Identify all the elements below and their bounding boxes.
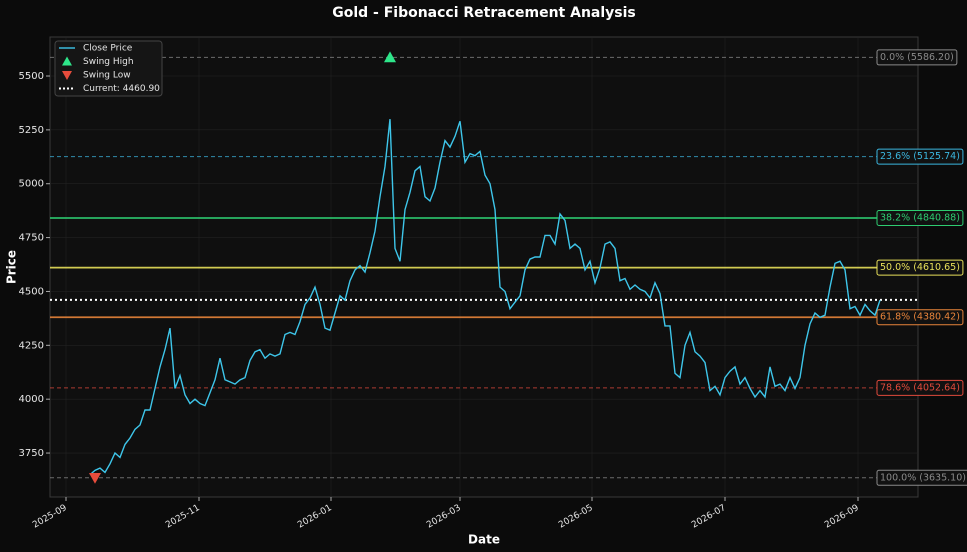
fib-label-box xyxy=(876,210,964,227)
y-tick-label: 4000 xyxy=(19,394,44,405)
swing-marker xyxy=(89,473,101,484)
price-line xyxy=(89,119,881,476)
x-axis-label: Date xyxy=(468,533,500,547)
fib-label: 38.2% (4840.88) xyxy=(880,213,960,224)
y-tick-label: 5250 xyxy=(19,125,44,136)
fib-label: 50.0% (4610.65) xyxy=(880,262,960,273)
fib-label-box xyxy=(876,379,964,396)
swing-marker xyxy=(384,51,396,63)
fib-label-box xyxy=(876,259,964,276)
legend-box xyxy=(54,40,163,97)
y-tick-label: 4500 xyxy=(19,286,44,297)
fib-label: 23.6% (5125.74) xyxy=(880,151,960,162)
y-tick-label: 4250 xyxy=(19,340,44,351)
fib-label-box xyxy=(876,148,964,165)
fib-label: 100.0% (3635.10) xyxy=(880,472,966,483)
legend-label: Close Price xyxy=(83,44,133,54)
legend-swatch xyxy=(62,71,72,80)
y-tick-label: 4750 xyxy=(19,233,44,244)
fib-label-box xyxy=(876,49,958,66)
fib-label: 78.6% (4052.64) xyxy=(880,382,960,393)
y-tick-label: 5000 xyxy=(19,179,44,190)
legend-label: Swing Low xyxy=(83,71,131,81)
chart-title: Gold - Fibonacci Retracement Analysis xyxy=(332,5,636,21)
fib-label-box xyxy=(876,469,967,486)
legend-label: Current: 4460.90 xyxy=(83,84,160,94)
y-axis-label: Price xyxy=(5,250,19,284)
legend-label: Swing High xyxy=(83,57,134,67)
y-tick-label: 3750 xyxy=(19,448,44,459)
fib-label: 0.0% (5586.20) xyxy=(880,52,954,63)
fib-label: 61.8% (4380.42) xyxy=(880,312,960,323)
fib-label-box xyxy=(876,309,964,326)
y-tick-label: 5500 xyxy=(19,71,44,82)
legend-swatch xyxy=(62,56,72,66)
